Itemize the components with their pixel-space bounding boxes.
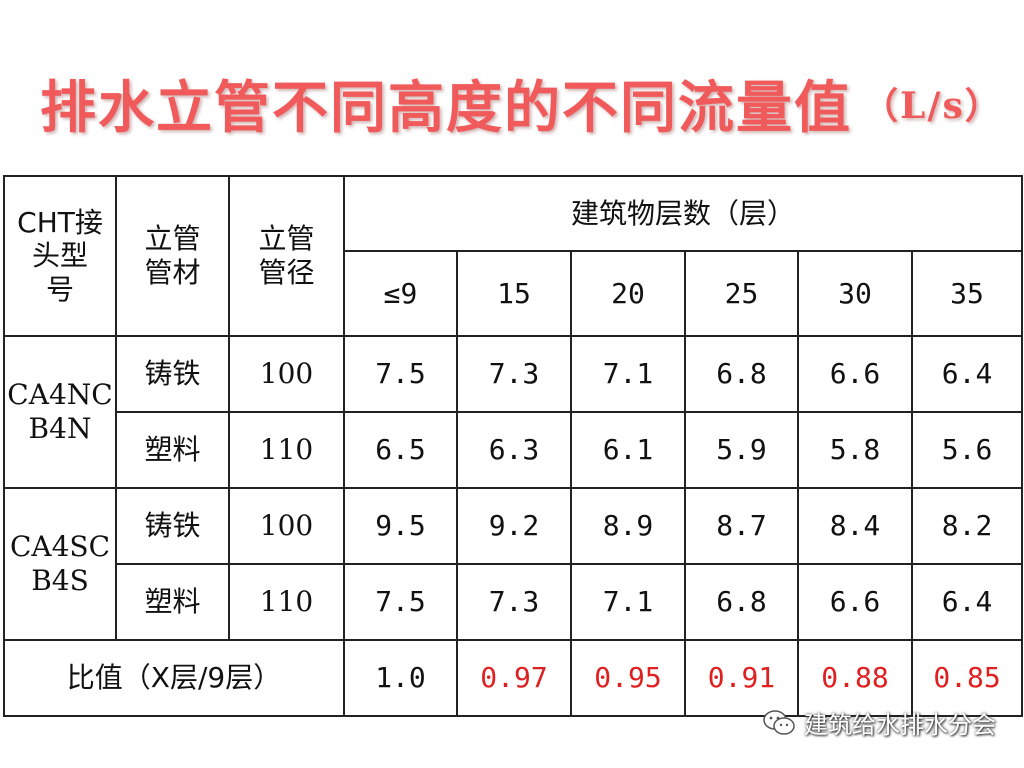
flow-value-cell: 7.3 [456,563,572,641]
header-pipe-material-line: 管材 [144,256,201,289]
header-pipe-diameter-line: 管径 [258,256,315,289]
flow-value-cell: 7.3 [456,335,572,413]
header-joint-type-line: CHT接 [17,205,103,239]
diameter-cell: 110 [228,411,345,489]
joint-type-line: CA4SC [9,530,111,564]
flow-value-cell: 7.5 [343,563,458,641]
flow-value-cell: 9.5 [343,487,458,565]
header-floor: 25 [684,250,799,337]
joint-type-line: CA4NC [7,378,113,412]
diameter-cell: 100 [228,335,345,413]
ratio-value-cell: 0.91 [684,639,799,717]
flow-value-cell: 6.4 [910,563,1024,641]
flow-value-cell: 6.5 [343,411,458,489]
header-joint-type-line: 头型 [31,239,88,273]
flow-value-cell: 6.3 [456,411,572,489]
joint-type-line: B4N [28,412,92,445]
header-floor: ≤9 [343,250,458,337]
header-floor: 20 [570,250,686,337]
ratio-value-cell: 0.88 [797,639,913,717]
header-floors-group: 建筑物层数（层） [342,175,1024,252]
ratio-label: 比值（X层/9层） [3,639,345,717]
flow-value-cell: 6.1 [570,411,686,489]
diameter-cell: 100 [228,487,345,565]
header-floor: 15 [456,250,572,337]
flow-value-cell: 6.6 [797,335,913,413]
header-joint-type-line: 号 [45,272,74,306]
header-floor: 35 [910,250,1024,337]
header-pipe-diameter: 立管 管径 [228,175,345,337]
title-main: 排水立管不同高度的不同流量值 [40,75,852,141]
material-cell: 塑料 [115,563,230,641]
diameter-cell: 110 [228,563,345,641]
flow-value-cell: 6.4 [910,335,1024,413]
flow-value-cell: 8.2 [910,487,1024,565]
flow-value-cell: 5.6 [910,411,1024,489]
joint-type-cell: CA4SC B4S [3,487,117,641]
page-title: 排水立管不同高度的不同流量值 （L/s） [40,58,1003,148]
material-cell: 铸铁 [115,335,230,413]
ratio-value-cell: 0.97 [456,639,572,717]
watermark-text: 建筑给水排水分会 [804,711,996,739]
flow-value-cell: 8.4 [797,487,913,565]
watermark: 建筑给水排水分会 [762,705,996,740]
flow-value-cell: 9.2 [456,487,572,565]
flow-value-cell: 6.8 [684,563,799,641]
header-floor: 30 [797,250,913,337]
ratio-value-cell: 0.85 [910,639,1024,717]
flow-value-cell: 7.1 [570,335,686,413]
flow-value-cell: 6.6 [797,563,913,641]
flow-value-cell: 5.9 [684,411,799,489]
material-cell: 铸铁 [115,487,230,565]
material-cell: 塑料 [115,411,230,489]
wechat-icon [763,709,795,735]
title-unit: （L/s） [862,85,1003,127]
header-pipe-diameter-line: 立管 [258,222,315,256]
flow-value-cell: 7.1 [570,563,686,641]
joint-type-cell: CA4NC B4N [3,335,117,489]
ratio-value-cell: 0.95 [570,639,686,717]
ratio-value-cell: 1.0 [343,639,458,717]
flow-value-cell: 8.7 [684,487,799,565]
joint-type-line: B4S [31,564,89,597]
flow-value-cell: 5.8 [797,411,913,489]
flow-value-cell: 7.5 [343,335,458,413]
flow-value-cell: 8.9 [570,487,686,565]
flow-value-cell: 6.8 [684,335,799,413]
header-pipe-material-line: 立管 [144,222,201,256]
flow-rate-table: CHT接 头型 号 立管 管材 立管 管径 建筑物层数（层） ≤9 15 20 … [3,175,1024,717]
header-joint-type: CHT接 头型 号 [3,175,117,337]
header-pipe-material: 立管 管材 [115,175,230,337]
